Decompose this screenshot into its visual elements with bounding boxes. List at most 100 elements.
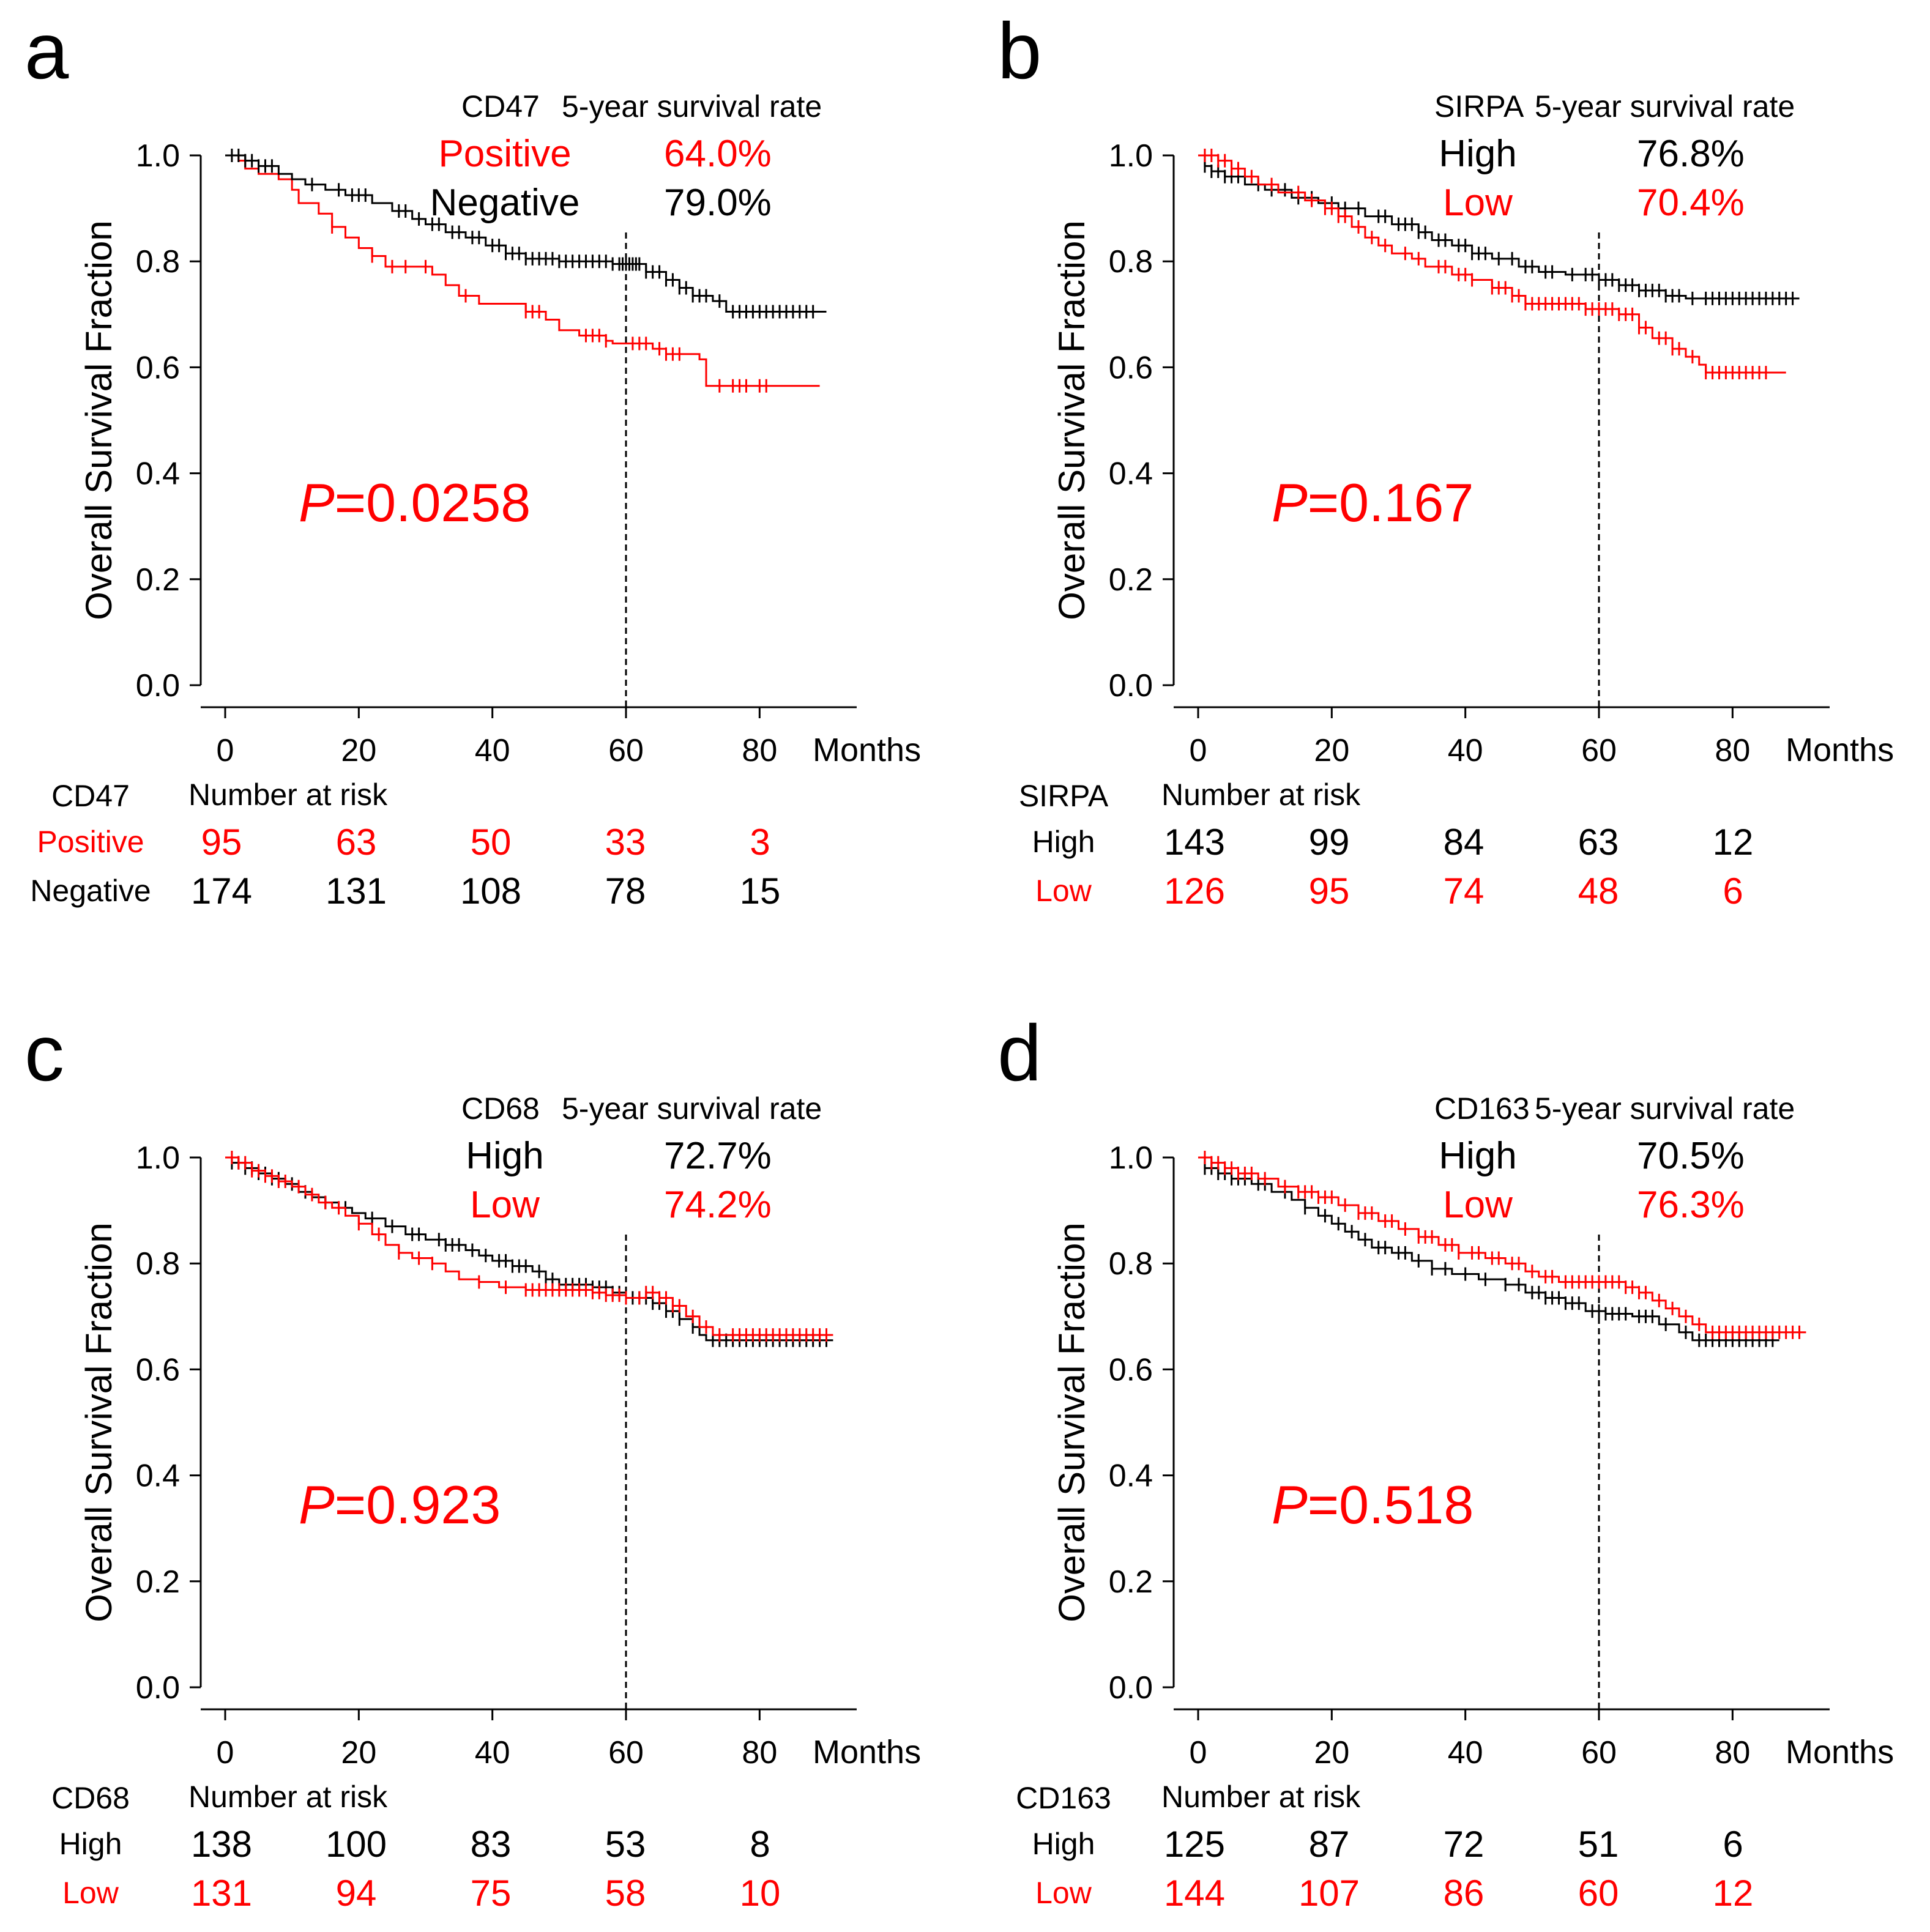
- p-symbol: P: [1272, 472, 1308, 533]
- risk-count: 143: [1164, 822, 1225, 863]
- x-axis-unit: Months: [813, 1734, 921, 1770]
- panel-label-a: a: [24, 6, 69, 95]
- x-tick-label: 20: [1314, 1735, 1349, 1770]
- risk-count: 53: [605, 1824, 646, 1865]
- risk-header: Number at risk: [1161, 778, 1361, 812]
- y-tick-label: 1.0: [136, 138, 180, 174]
- rate-value-high: 76.8%: [1637, 133, 1745, 175]
- panel-b: b 0.0 0.2 0.4 0.6 0.8 1.0 Overall Survival Frac…: [997, 6, 1894, 912]
- p-value-number: =0.167: [1308, 472, 1474, 533]
- y-axis-label: Overall Survival Fraction: [1051, 220, 1092, 620]
- x-tick-label: 60: [1581, 733, 1617, 768]
- risk-count: 107: [1298, 1873, 1360, 1914]
- risk-count: 125: [1164, 1824, 1225, 1865]
- x-tick-label: 0: [217, 733, 234, 768]
- y-tick-label: 0.2: [136, 1564, 180, 1600]
- rate-marker-name: SIRPA: [1434, 89, 1524, 124]
- risk-group-high: High: [1032, 1827, 1095, 1861]
- risk-count: 12: [1713, 822, 1754, 863]
- risk-header: Number at risk: [188, 1780, 388, 1814]
- risk-count: 15: [740, 871, 781, 912]
- risk-count: 99: [1309, 822, 1350, 863]
- panel-label-c: c: [24, 1008, 64, 1098]
- p-value: P=0.923: [299, 1474, 501, 1535]
- survival-curve-positive: [225, 154, 820, 387]
- risk-count: 60: [1578, 1873, 1619, 1914]
- risk-marker-name: SIRPA: [1019, 779, 1109, 813]
- panel-label-d: d: [997, 1008, 1041, 1098]
- risk-count: 48: [1578, 871, 1619, 912]
- risk-count: 3: [750, 822, 770, 863]
- rate-header: 5-year survival rate: [1535, 89, 1795, 124]
- rate-marker-name: CD68: [461, 1091, 540, 1126]
- rate-value-negative: 79.0%: [664, 182, 772, 224]
- y-axis-label: Overall Survival Fraction: [78, 1222, 119, 1622]
- y-tick-label: 0.8: [136, 244, 180, 280]
- risk-count: 131: [191, 1873, 252, 1914]
- y-tick-label: 1.0: [1109, 138, 1153, 174]
- risk-marker-name: CD163: [1016, 1781, 1111, 1815]
- y-tick-label: 0.2: [1109, 562, 1153, 598]
- rate-marker-name: CD47: [461, 89, 540, 124]
- rate-value-high: 70.5%: [1637, 1135, 1745, 1177]
- x-tick-label: 0: [1190, 1735, 1207, 1770]
- risk-marker-name: CD68: [51, 1781, 130, 1815]
- risk-count: 78: [605, 871, 646, 912]
- risk-count: 174: [191, 871, 252, 912]
- x-tick-label: 80: [1715, 1735, 1750, 1770]
- x-axis-unit: Months: [813, 732, 921, 768]
- risk-group-low: Low: [1035, 874, 1092, 908]
- x-tick-label: 40: [475, 1735, 510, 1770]
- risk-header: Number at risk: [1161, 1780, 1361, 1814]
- p-symbol: P: [299, 472, 335, 533]
- rate-marker-name: CD163: [1434, 1091, 1530, 1126]
- x-tick-label: 40: [1448, 733, 1483, 768]
- risk-count: 108: [460, 871, 521, 912]
- y-tick-label: 0.6: [136, 1352, 180, 1388]
- risk-group-high: High: [1032, 825, 1095, 859]
- x-tick-label: 0: [1190, 733, 1207, 768]
- rate-group-low: Low: [1443, 1184, 1513, 1226]
- risk-group-low: Low: [1035, 1876, 1092, 1910]
- rate-value-high: 72.7%: [664, 1135, 772, 1177]
- x-tick-label: 60: [608, 1735, 644, 1770]
- y-tick-label: 0.2: [136, 562, 180, 598]
- risk-count: 87: [1309, 1824, 1350, 1865]
- x-tick-label: 20: [341, 1735, 376, 1770]
- y-tick-label: 0.6: [1109, 1352, 1153, 1388]
- survival-curve-low: [1198, 1156, 1806, 1334]
- y-tick-label: 1.0: [136, 1140, 180, 1176]
- rate-group-negative: Negative: [430, 182, 580, 224]
- y-tick-label: 0.0: [136, 668, 180, 704]
- x-tick-label: 0: [217, 1735, 234, 1770]
- y-tick-label: 0.0: [1109, 668, 1153, 704]
- risk-group-positive: Positive: [37, 825, 144, 859]
- risk-count: 95: [201, 822, 242, 863]
- risk-marker-name: CD47: [51, 779, 130, 813]
- y-tick-label: 0.0: [1109, 1670, 1153, 1706]
- x-tick-label: 60: [1581, 1735, 1617, 1770]
- risk-count: 126: [1164, 871, 1225, 912]
- panel-a: a 0.0 0.2 0.4 0.6 0.8 1.0 Overall Survival Frac…: [24, 6, 921, 912]
- y-tick-label: 0.4: [1109, 456, 1153, 492]
- rate-group-low: Low: [470, 1184, 540, 1226]
- x-tick-label: 40: [475, 733, 510, 768]
- risk-count: 63: [336, 822, 377, 863]
- p-value-number: =0.923: [335, 1474, 501, 1535]
- y-tick-label: 0.6: [136, 350, 180, 385]
- p-value-number: =0.0258: [335, 472, 531, 533]
- rate-group-high: High: [466, 1135, 544, 1177]
- risk-count: 131: [326, 871, 387, 912]
- y-axis-label: Overall Survival Fraction: [78, 220, 119, 620]
- risk-count: 6: [1723, 1824, 1743, 1865]
- risk-count: 83: [471, 1824, 512, 1865]
- survival-curve-high: [1198, 154, 1800, 300]
- risk-count: 72: [1444, 1824, 1485, 1865]
- x-tick-label: 20: [341, 733, 376, 768]
- y-tick-label: 0.4: [136, 1458, 180, 1494]
- rate-group-low: Low: [1443, 182, 1513, 224]
- x-tick-label: 60: [608, 733, 644, 768]
- rate-value-positive: 64.0%: [664, 133, 772, 175]
- p-symbol: P: [1272, 1474, 1308, 1535]
- risk-header: Number at risk: [188, 778, 388, 812]
